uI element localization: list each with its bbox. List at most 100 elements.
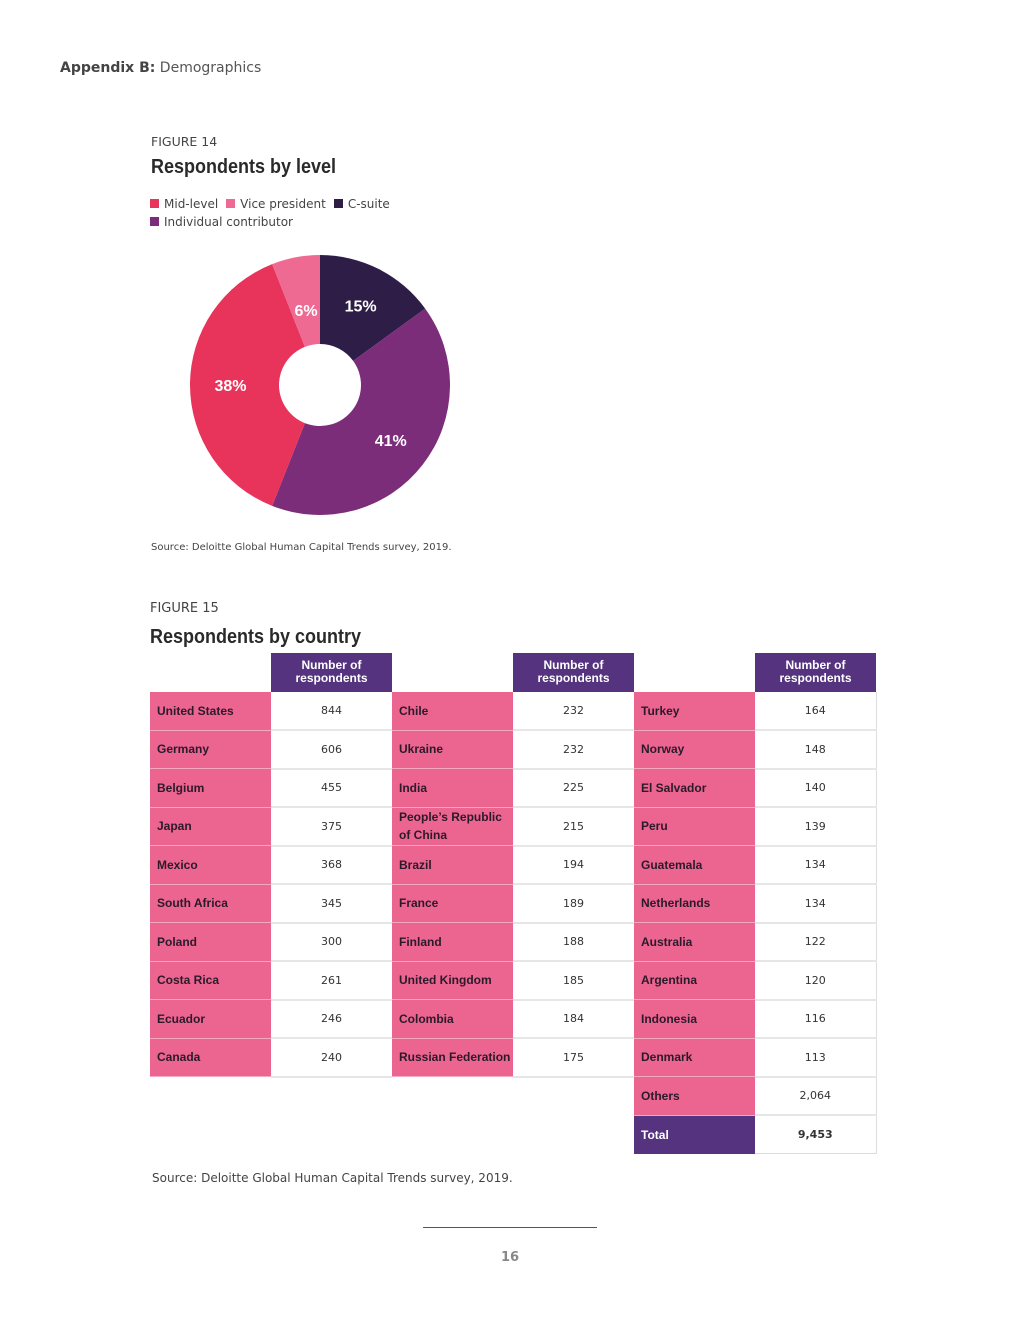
respondent-count: 232 — [513, 730, 634, 770]
country-name: Ecuador — [150, 999, 271, 1039]
respondent-count: 194 — [513, 845, 634, 885]
country-name: People’s Republic of China — [392, 807, 513, 846]
respondent-count: 189 — [513, 884, 634, 924]
respondent-count: 148 — [755, 730, 877, 770]
country-name: Australia — [634, 922, 755, 962]
figure15-source: Source: Deloitte Global Human Capital Tr… — [152, 1171, 513, 1185]
table-row: Ecuador 246 Colombia 184 Indonesia 116 — [150, 999, 877, 1039]
slice-label: 38% — [214, 378, 246, 395]
country-name: Indonesia — [634, 999, 755, 1039]
chart-legend: Mid-level Vice president C-suite Individual… — [150, 195, 410, 231]
table-row: Germany 606 Ukraine 232 Norway 148 — [150, 730, 877, 770]
page-number: 16 — [500, 1250, 520, 1265]
country-name: United States — [150, 691, 271, 731]
country-name: Denmark — [634, 1038, 755, 1077]
legend-label: Individual contributor — [164, 215, 293, 229]
slice-label: 6% — [294, 303, 317, 320]
figure14-title: Respondents by level — [151, 156, 337, 178]
respondent-count: 246 — [271, 999, 392, 1039]
country-name: Guatemala — [634, 845, 755, 885]
respondent-count: 134 — [755, 845, 877, 885]
country-name: Poland — [150, 922, 271, 962]
respondent-count: 375 — [271, 807, 392, 847]
country-name: Argentina — [634, 961, 755, 1000]
figure15-label: FIGURE 15 — [150, 601, 219, 616]
country-name: Finland — [392, 922, 513, 962]
table-row: South Africa 345 France 189 Netherlands 134 — [150, 884, 877, 924]
respondent-count: 232 — [513, 691, 634, 731]
legend-swatch — [333, 199, 343, 208]
legend-item: Mid-level — [150, 195, 218, 213]
country-name: Turkey — [634, 691, 755, 731]
country-name: El Salvador — [634, 768, 755, 808]
respondent-count: 184 — [513, 999, 634, 1039]
slice-mid-level — [190, 264, 305, 506]
respondent-count: 188 — [513, 922, 634, 962]
respondent-count: 261 — [271, 961, 392, 1001]
table-row: Belgium 455 India 225 El Salvador 140 — [150, 768, 877, 808]
country-name: Germany — [150, 730, 271, 769]
footer-rule — [423, 1227, 597, 1228]
country-name: India — [392, 768, 513, 808]
table-row: Mexico 368 Brazil 194 Guatemala 134 — [150, 845, 877, 885]
figure15-title: Respondents by country — [150, 626, 362, 648]
respondent-count: 844 — [271, 691, 392, 731]
column-header: Number of respondents — [755, 653, 876, 692]
legend-item: Vice president — [226, 195, 326, 213]
country-name: France — [392, 884, 513, 923]
country-name: Colombia — [392, 999, 513, 1039]
respondent-count: 185 — [513, 961, 634, 1001]
respondent-count: 120 — [755, 961, 877, 1001]
country-name: Ukraine — [392, 730, 513, 769]
respondent-count: 240 — [271, 1038, 392, 1078]
legend-item: C-suite — [333, 195, 390, 213]
slice-label: 15% — [345, 298, 377, 315]
legend-swatch — [150, 199, 159, 208]
country-name: Costa Rica — [150, 961, 271, 1000]
table-header: Number of respondents Number of responden… — [150, 653, 876, 692]
country-name: United Kingdom — [392, 961, 513, 1000]
respondent-count: 455 — [271, 768, 392, 808]
respondent-count: 606 — [271, 730, 392, 770]
country-table: Number of respondents Number of responden… — [150, 653, 877, 1154]
legend-label: Mid-level — [164, 197, 219, 211]
country-name: South Africa — [150, 884, 271, 923]
table-row: Costa Rica 261 United Kingdom 185 Argentina 1… — [150, 961, 877, 1001]
total-row: Total 9,453 — [150, 1115, 877, 1154]
respondent-count: 368 — [271, 845, 392, 885]
legend-label: C-suite — [347, 197, 390, 211]
country-name: Japan — [150, 807, 271, 846]
country-name: Chile — [392, 691, 513, 731]
respondent-count: 175 — [513, 1038, 634, 1078]
country-name: Netherlands — [634, 884, 755, 923]
country-name: Mexico — [150, 845, 271, 885]
respondent-count: 113 — [755, 1038, 877, 1078]
column-header: Number of respondents — [271, 653, 392, 692]
empty-cell — [392, 653, 513, 692]
country-name: Belgium — [150, 768, 271, 808]
header-text: Demographics — [159, 60, 262, 76]
respondent-count: 345 — [271, 884, 392, 924]
donut-chart: 15% 41% 38% 6% — [190, 255, 450, 515]
total-count: 9,453 — [755, 1115, 877, 1154]
respondent-count: 139 — [755, 807, 877, 847]
empty-cell — [634, 653, 755, 692]
others-row: Others 2,064 — [150, 1076, 877, 1116]
table-row: Poland 300 Finland 188 Australia 122 — [150, 922, 877, 962]
respondent-count: 140 — [755, 768, 877, 808]
figure14-source: Source: Deloitte Global Human Capital Tr… — [151, 542, 452, 553]
respondent-count: 225 — [513, 768, 634, 808]
column-header: Number of respondents — [513, 653, 634, 692]
table-row: United States 844 Chile 232 Turkey 164 — [150, 691, 877, 731]
respondent-count: 300 — [271, 922, 392, 962]
slice-individual-contributor — [272, 308, 450, 515]
respondent-count: 164 — [755, 691, 877, 731]
respondent-count: 215 — [513, 807, 634, 847]
slice-label: 41% — [375, 433, 407, 450]
country-name: Norway — [634, 730, 755, 769]
respondent-count: 116 — [755, 999, 877, 1039]
legend-item: Individual contributor — [150, 213, 293, 231]
country-name: Russian Federation — [392, 1038, 513, 1077]
others-count: 2,064 — [755, 1076, 877, 1116]
